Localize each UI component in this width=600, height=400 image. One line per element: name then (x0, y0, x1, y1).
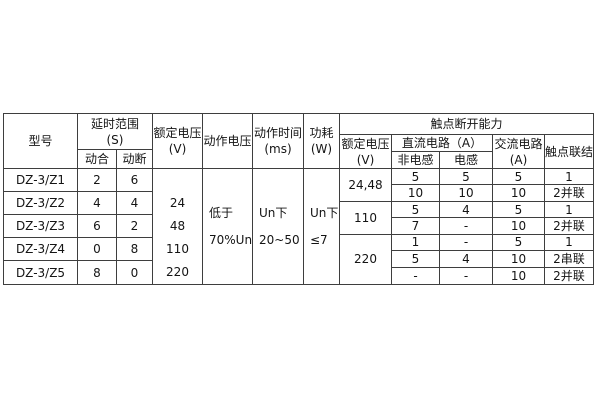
relay-spec-table: 型号 延时范围 (S) 动合 动断 额定电压 (V) 动作电压 动作时间 (ms… (3, 113, 594, 285)
close-delay-cell: 0 (78, 238, 117, 261)
power-cell: Un下 ≤7 (304, 169, 340, 284)
header-power: 功耗 (W) (304, 114, 340, 169)
value-line: Un下 (259, 206, 288, 220)
ac-circuit-cell: 10 (493, 218, 545, 235)
header-line: 延时范围 (90, 116, 139, 131)
header-dc-circuit: 直流电路（A） (392, 135, 493, 152)
model-cell: DZ-3/Z3 (4, 215, 78, 238)
close-delay-cell: 8 (78, 261, 117, 284)
breaking-voltage-cell: 110 (340, 201, 392, 235)
left-section: 型号 延时范围 (S) 动合 动断 额定电压 (V) 动作电压 动作时间 (ms… (4, 114, 340, 284)
header-line: (V) (168, 142, 187, 156)
header-line: 交流电路 (494, 136, 543, 151)
operate-voltage-cell: 低于 70%Un (203, 169, 253, 284)
breaking-voltage-cell: 220 (340, 234, 392, 284)
dc-inductive-cell: - (440, 234, 493, 252)
header-line: (A) (509, 152, 528, 167)
header-line: 额定电压 (341, 136, 390, 151)
header-line: (S) (106, 132, 124, 147)
open-delay-cell: 6 (117, 169, 153, 192)
dc-non-inductive-cell: 10 (392, 185, 440, 202)
header-line: 动作时间 (253, 126, 302, 140)
dc-inductive-cell: 4 (440, 251, 493, 268)
rated-voltage-value: 220 (166, 265, 189, 279)
dc-non-inductive-cell: 5 (392, 201, 440, 219)
header-contact-connection: 触点联结 (545, 135, 593, 169)
right-section: 触点断开能力 额定电压 (V) 直流电路（A） 非电感 电感 交流电路 (A) … (340, 114, 593, 284)
header-line: 功耗 (309, 126, 334, 140)
dc-non-inductive-cell: 5 (392, 169, 440, 186)
header-line: (W) (310, 142, 333, 156)
contact-connection-cell: 2串联 (545, 251, 593, 268)
close-delay-cell: 2 (78, 169, 117, 192)
header-inductive: 电感 (440, 152, 493, 169)
header-model: 型号 (4, 114, 78, 169)
header-operate-time: 动作时间 (ms) (253, 114, 304, 169)
model-cell: DZ-3/Z4 (4, 238, 78, 261)
ac-circuit-cell: 5 (493, 234, 545, 252)
operate-time-cell: Un下 20~50 (253, 169, 304, 284)
dc-inductive-cell: - (440, 218, 493, 235)
rated-voltage-value: 24 (169, 196, 186, 210)
dc-non-inductive-cell: 1 (392, 234, 440, 252)
open-delay-cell: 2 (117, 215, 153, 238)
open-delay-cell: 0 (117, 261, 153, 284)
dc-inductive-cell: 5 (440, 169, 493, 186)
header-operate-voltage: 动作电压 (203, 114, 253, 169)
open-delay-cell: 4 (117, 192, 153, 215)
ac-circuit-cell: 5 (493, 201, 545, 219)
header-rated-voltage: 额定电压 (V) (153, 114, 203, 169)
dc-inductive-cell: 10 (440, 185, 493, 202)
ac-circuit-cell: 10 (493, 251, 545, 268)
value-line: 低于 (209, 206, 234, 220)
rated-voltage-value: 110 (166, 242, 189, 256)
open-delay-cell: 8 (117, 238, 153, 261)
dc-inductive-cell: 4 (440, 201, 493, 219)
header-line: (V) (356, 152, 375, 167)
ac-circuit-cell: 10 (493, 267, 545, 284)
dc-inductive-cell: - (440, 267, 493, 284)
contact-connection-cell: 1 (545, 235, 593, 252)
value-line: Un下 (310, 206, 339, 220)
value-line: 70%Un (209, 233, 253, 247)
dc-non-inductive-cell: - (392, 267, 440, 284)
contact-connection-cell: 1 (545, 169, 593, 186)
contact-connection-cell: 2并联 (545, 218, 593, 235)
contact-connection-cell: 2并联 (545, 185, 593, 202)
close-delay-cell: 4 (78, 192, 117, 215)
dc-non-inductive-cell: 5 (392, 251, 440, 268)
header-line: 额定电压 (153, 126, 202, 140)
model-cell: DZ-3/Z5 (4, 261, 78, 284)
header-rated-voltage-2: 额定电压 (V) (340, 135, 392, 169)
header-line: (ms) (264, 142, 292, 156)
header-contact-breaking-capacity: 触点断开能力 (340, 114, 593, 135)
value-line: 20~50 (259, 233, 300, 247)
model-cell: DZ-3/Z2 (4, 192, 78, 215)
model-cell: DZ-3/Z1 (4, 169, 78, 192)
value-line: ≤7 (310, 233, 328, 247)
header-delay-open: 动断 (117, 150, 153, 169)
rated-voltage-value: 48 (169, 219, 186, 233)
header-delay-close: 动合 (78, 150, 117, 169)
ac-circuit-cell: 5 (493, 169, 545, 186)
header-ac-circuit: 交流电路 (A) (493, 135, 545, 169)
header-delay-range: 延时范围 (S) (78, 114, 153, 150)
dc-non-inductive-cell: 7 (392, 218, 440, 235)
contact-connection-cell: 2并联 (553, 268, 585, 283)
header-non-inductive: 非电感 (392, 152, 440, 169)
ac-circuit-cell: 10 (493, 185, 545, 202)
rated-voltage-values-cell: 24 48 110 220 (153, 169, 203, 284)
contact-connection-cell: 1 (545, 202, 593, 219)
breaking-voltage-cell: 24,48 (340, 169, 392, 202)
close-delay-cell: 6 (78, 215, 117, 238)
